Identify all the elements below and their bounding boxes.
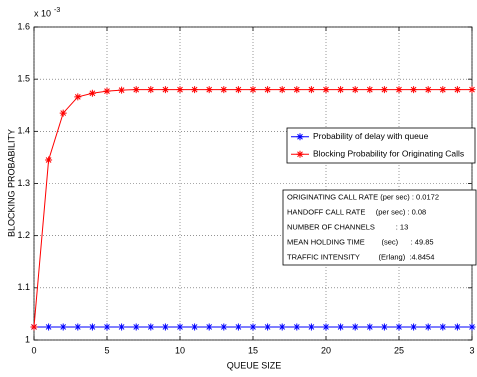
marker: [278, 323, 286, 331]
marker: [468, 86, 476, 94]
marker: [132, 323, 140, 331]
marker: [293, 323, 301, 331]
marker: [59, 109, 67, 117]
legend-marker: [296, 133, 304, 141]
x-axis-label: QUEUE SIZE: [227, 360, 282, 370]
marker: [366, 323, 374, 331]
marker: [88, 89, 96, 97]
marker: [147, 323, 155, 331]
x-tick-label: 15: [248, 345, 258, 355]
marker: [103, 323, 111, 331]
annotation: HANDOFF CALL RATE (per sec) : 0.08: [287, 207, 426, 216]
marker: [439, 86, 447, 94]
marker: [395, 323, 403, 331]
y-tick-label: 1.5: [17, 74, 30, 84]
y-multiplier: x 10: [34, 8, 51, 18]
y-tick-label: 1.6: [17, 21, 30, 31]
marker: [366, 86, 374, 94]
x-tick-label: 5: [104, 345, 109, 355]
marker: [147, 86, 155, 94]
marker: [205, 323, 213, 331]
marker: [468, 323, 476, 331]
marker: [118, 86, 126, 94]
marker: [264, 323, 272, 331]
y-tick-label: 1.4: [17, 126, 30, 136]
marker: [30, 323, 38, 331]
marker: [307, 86, 315, 94]
marker: [74, 323, 82, 331]
marker: [74, 93, 82, 101]
y-tick-label: 1.2: [17, 230, 30, 240]
marker: [234, 86, 242, 94]
marker: [88, 323, 96, 331]
marker: [220, 86, 228, 94]
x-tick-label: 25: [394, 345, 404, 355]
legend-marker: [296, 150, 304, 158]
legend-label: Blocking Probability for Originating Cal…: [313, 149, 464, 159]
marker: [176, 86, 184, 94]
x-tick-label: 3: [469, 345, 474, 355]
marker: [132, 86, 140, 94]
marker: [351, 323, 359, 331]
annotation: MEAN HOLDING TIME (sec) : 49.85: [287, 237, 434, 246]
marker: [293, 86, 301, 94]
marker: [322, 86, 330, 94]
marker: [249, 323, 257, 331]
y-tick-label: 1.1: [17, 282, 30, 292]
marker: [59, 323, 67, 331]
marker: [205, 86, 213, 94]
marker: [424, 323, 432, 331]
x-tick-label: 10: [175, 345, 185, 355]
annotation: TRAFFIC INTENSITY (Erlang) :4.8454: [287, 252, 434, 261]
marker: [118, 323, 126, 331]
marker: [307, 323, 315, 331]
x-tick-label: 0: [31, 345, 36, 355]
annotation: ORIGINATING CALL RATE (per sec) : 0.0172: [287, 192, 439, 201]
marker: [161, 86, 169, 94]
marker: [45, 156, 53, 164]
y-axis-label: BLOCKING PROBABILITY: [6, 129, 16, 237]
marker: [220, 323, 228, 331]
marker: [380, 323, 388, 331]
marker: [337, 86, 345, 94]
y-tick-label: 1: [25, 334, 30, 344]
marker: [337, 323, 345, 331]
marker: [249, 86, 257, 94]
marker: [278, 86, 286, 94]
marker: [322, 323, 330, 331]
marker: [103, 87, 111, 95]
marker: [453, 86, 461, 94]
marker: [191, 86, 199, 94]
marker: [424, 86, 432, 94]
marker: [453, 323, 461, 331]
marker: [161, 323, 169, 331]
marker: [45, 323, 53, 331]
marker: [410, 86, 418, 94]
marker: [380, 86, 388, 94]
legend-label: Probability of delay with queue: [313, 131, 429, 141]
annotation: NUMBER OF CHANNELS : 13: [287, 222, 408, 231]
marker: [395, 86, 403, 94]
marker: [410, 323, 418, 331]
x-tick-label: 20: [321, 345, 331, 355]
marker: [234, 323, 242, 331]
marker: [351, 86, 359, 94]
marker: [264, 86, 272, 94]
marker: [439, 323, 447, 331]
marker: [191, 323, 199, 331]
annotation-box: [282, 189, 477, 266]
y-multiplier-exponent: -3: [54, 7, 60, 14]
y-tick-label: 1.3: [17, 178, 30, 188]
legend-box: [286, 127, 476, 164]
marker: [176, 323, 184, 331]
